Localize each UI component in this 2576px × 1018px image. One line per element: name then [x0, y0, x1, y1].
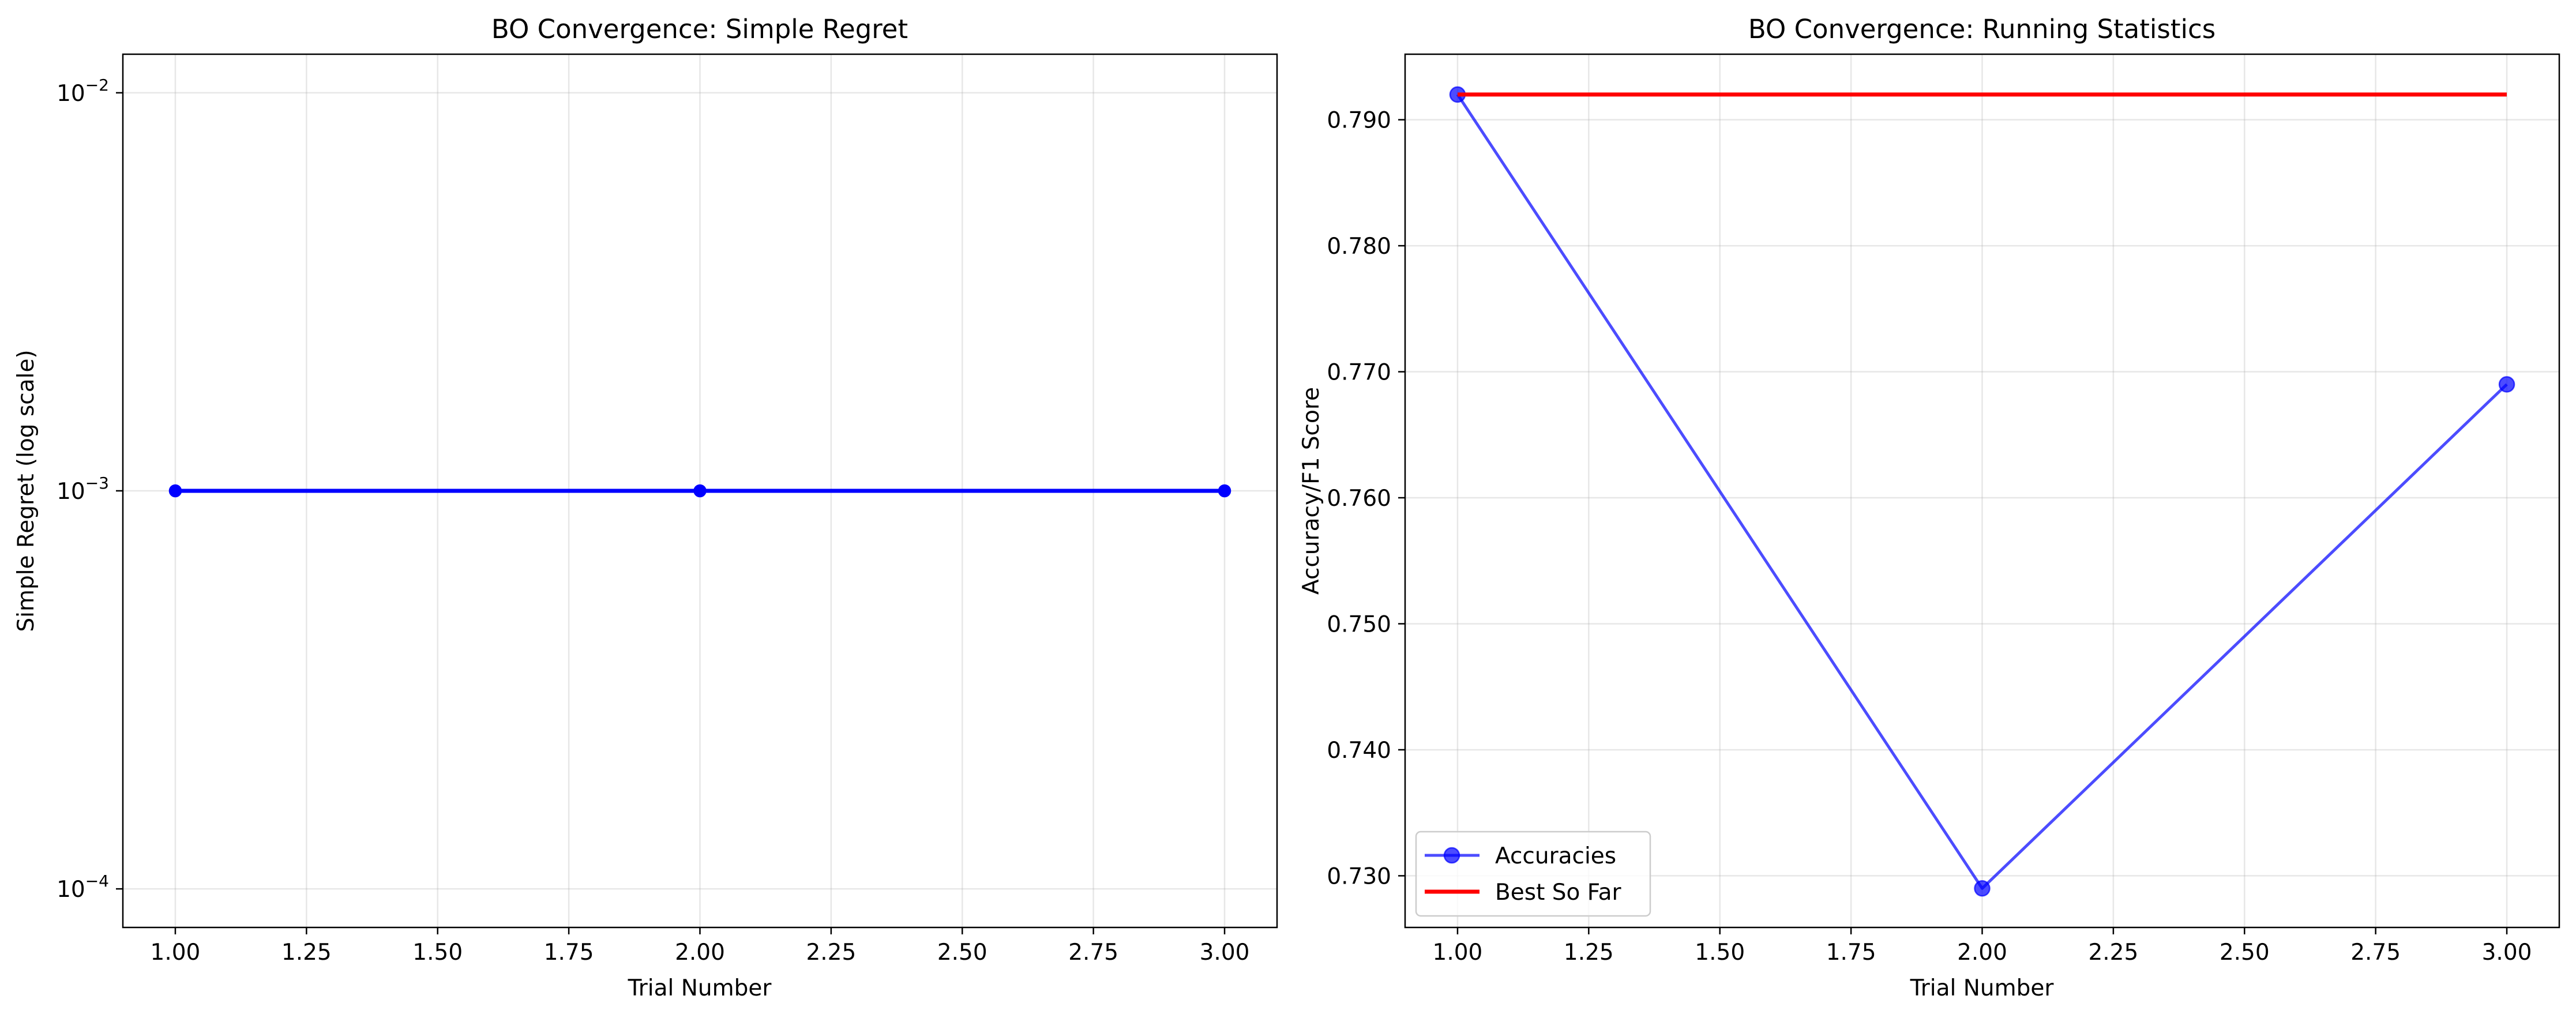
regret-x-tick-label: 2.50 — [937, 940, 987, 966]
regret-x-axis-label: Trial Number — [628, 975, 772, 1001]
regret-series-point — [693, 484, 707, 498]
regret-x-tick-label: 2.25 — [806, 940, 856, 966]
regret-chart-title: BO Convergence: Simple Regret — [491, 14, 908, 44]
running-stats-y-tick-label: 0.730 — [1327, 863, 1391, 889]
running-stats-accuracies-point — [1974, 880, 1991, 897]
running-stats-y-tick-label: 0.780 — [1327, 234, 1391, 260]
running-stats-x-tick-label: 1.25 — [1564, 940, 1614, 966]
regret-x-tick-label: 2.00 — [675, 940, 725, 966]
running-stats-y-tick-label: 0.770 — [1327, 360, 1391, 386]
running-stats-y-tick-label: 0.790 — [1327, 108, 1391, 134]
running-stats-x-tick-label: 2.50 — [2220, 940, 2270, 966]
regret-x-tick-label: 1.00 — [151, 940, 201, 966]
running-stats-y-tick-label: 0.740 — [1327, 738, 1391, 764]
regret-y-tick-label: 10−4 — [57, 872, 109, 903]
running-stats-x-tick-label: 1.00 — [1433, 940, 1483, 966]
regret-chart: BO Convergence: Simple Regret 1.00 1.25 1.… — [13, 14, 1278, 1001]
legend-accuracies-marker — [1443, 847, 1460, 864]
running-stats-x-tick-label: 2.00 — [1957, 940, 2007, 966]
regret-x-tick-label: 1.75 — [544, 940, 594, 966]
running-stats-accuracies-point — [2498, 376, 2515, 393]
legend: Accuracies Best So Far — [1415, 831, 1651, 917]
regret-y-axis-label: Simple Regret (log scale) — [13, 350, 39, 632]
running-stats-x-axis-label: Trial Number — [1910, 975, 2055, 1001]
regret-series-point — [1218, 484, 1231, 498]
running-stats-chart-title: BO Convergence: Running Statistics — [1748, 14, 2215, 44]
running-stats-y-tick-label: 0.750 — [1327, 611, 1391, 637]
running-stats-x-tick-label: 3.00 — [2482, 940, 2532, 966]
running-stats-x-tick-label: 2.75 — [2350, 940, 2401, 966]
regret-y-tick-label: 10−2 — [57, 76, 109, 107]
running-stats-x-tick-label: 1.75 — [1826, 940, 1876, 966]
legend-box — [1415, 831, 1651, 917]
running-stats-x-tick-label: 2.25 — [2088, 940, 2138, 966]
running-stats-y-axis-label: Accuracy/F1 Score — [1298, 387, 1324, 595]
running-stats-y-tick-label: 0.760 — [1327, 486, 1391, 512]
regret-x-tick-label: 3.00 — [1200, 940, 1250, 966]
regret-y-tick-label: 10−3 — [57, 474, 109, 505]
regret-series-point — [168, 484, 182, 498]
legend-accuracies-label: Accuracies — [1495, 843, 1616, 869]
legend-best-so-far-label: Best So Far — [1495, 880, 1622, 906]
running-stats-x-tick-label: 1.50 — [1695, 940, 1745, 966]
regret-x-tick-label: 1.50 — [412, 940, 463, 966]
running-stats-chart: BO Convergence: Running Statistics 1.00 1… — [1298, 14, 2560, 1001]
regret-x-tick-label: 1.25 — [281, 940, 332, 966]
regret-x-tick-label: 2.75 — [1068, 940, 1118, 966]
